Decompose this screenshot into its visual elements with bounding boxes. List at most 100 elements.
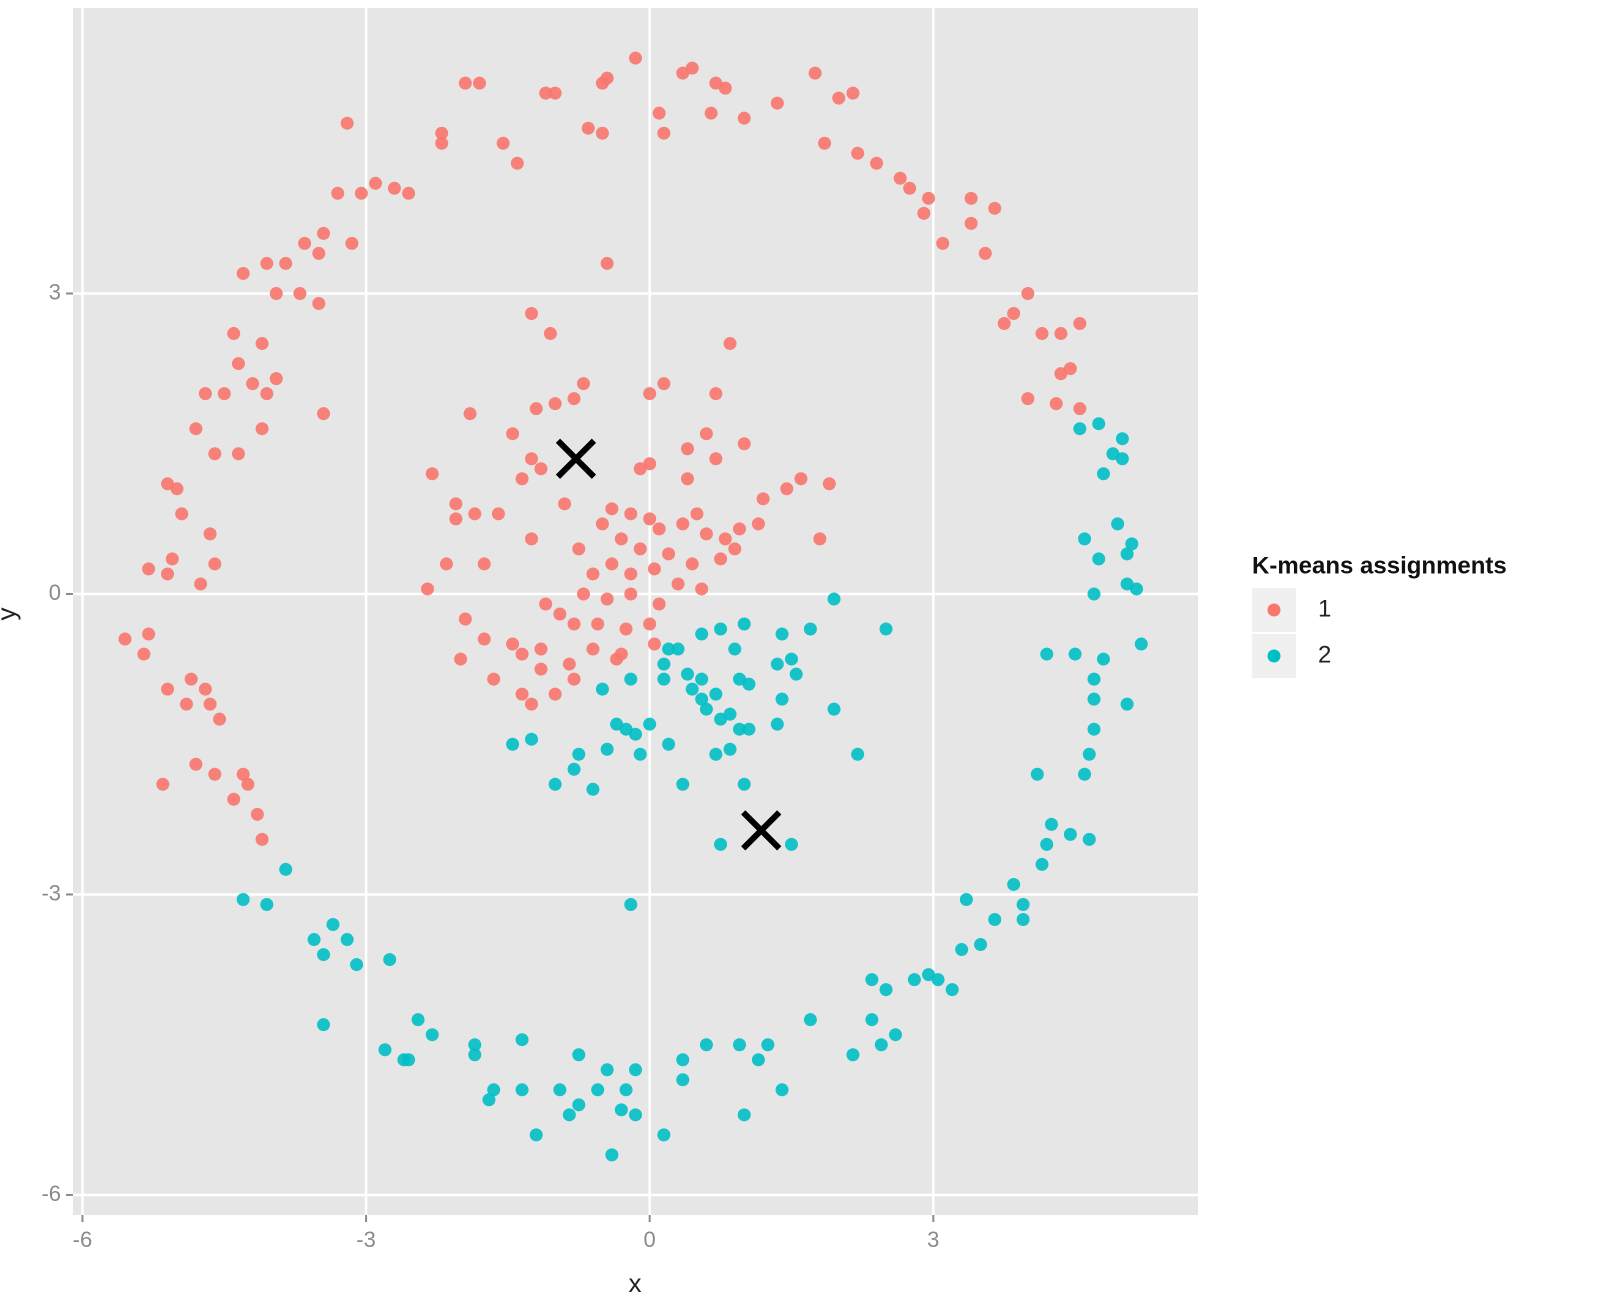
point: [231, 447, 245, 461]
point: [1087, 692, 1101, 706]
points: [118, 51, 1148, 1162]
point: [851, 146, 865, 160]
point: [473, 76, 487, 90]
point: [680, 442, 694, 456]
point: [629, 1108, 642, 1122]
point: [865, 1013, 879, 1027]
point: [737, 111, 751, 125]
point: [562, 657, 576, 671]
point: [742, 722, 756, 736]
point: [964, 191, 978, 205]
point: [1087, 587, 1101, 601]
point: [1096, 652, 1110, 666]
point: [614, 532, 628, 546]
point: [676, 777, 690, 791]
point: [775, 627, 789, 641]
point: [770, 657, 784, 671]
point: [737, 777, 751, 791]
point: [997, 317, 1011, 331]
point: [269, 286, 283, 300]
point: [553, 607, 567, 621]
point: [751, 517, 765, 531]
point: [208, 557, 222, 571]
point: [808, 66, 822, 80]
point: [317, 1018, 331, 1032]
point: [1049, 397, 1063, 411]
point: [506, 637, 520, 651]
point: [690, 507, 704, 521]
point: [567, 392, 581, 406]
point: [756, 492, 770, 506]
point: [482, 1093, 496, 1107]
point: [553, 1083, 567, 1097]
point: [619, 1083, 633, 1097]
point: [369, 176, 383, 190]
point: [198, 387, 212, 401]
y-axis-title: y: [0, 608, 21, 621]
point: [1078, 532, 1092, 546]
point: [572, 1048, 586, 1062]
point: [709, 747, 723, 761]
point: [775, 692, 789, 706]
point: [600, 592, 614, 606]
point: [525, 532, 539, 546]
point: [487, 1083, 501, 1097]
point: [737, 1108, 751, 1122]
point: [1073, 422, 1087, 436]
point: [662, 642, 676, 656]
point: [534, 462, 548, 476]
point: [567, 617, 581, 631]
point: [572, 542, 586, 556]
point: [737, 617, 751, 631]
point: [629, 51, 642, 65]
point: [718, 532, 732, 546]
point: [728, 542, 742, 556]
point: [331, 186, 345, 200]
axes: -6 -3 0 3 -6 -3 0 3: [41, 279, 939, 1252]
x-tick-label: 3: [927, 1227, 939, 1252]
point: [255, 422, 269, 436]
point: [865, 973, 879, 987]
point: [643, 717, 657, 731]
point: [818, 136, 832, 150]
point: [652, 522, 666, 536]
point: [161, 567, 175, 581]
point: [723, 337, 737, 351]
point: [1073, 317, 1087, 331]
point: [548, 397, 562, 411]
point: [189, 422, 203, 436]
point: [699, 702, 713, 716]
point: [558, 497, 572, 511]
point: [435, 126, 449, 140]
centroid-cross: [741, 810, 782, 851]
point: [203, 697, 217, 711]
point: [1073, 402, 1087, 416]
point: [156, 777, 170, 791]
point: [491, 507, 505, 521]
point: [378, 1043, 392, 1057]
point: [676, 1073, 690, 1087]
point: [170, 482, 184, 496]
point: [496, 136, 510, 150]
point: [732, 722, 746, 736]
point: [737, 437, 751, 451]
point: [203, 527, 217, 541]
point: [543, 327, 557, 341]
point: [231, 357, 245, 371]
point: [255, 337, 269, 351]
legend-title: K-means assignments: [1252, 552, 1507, 579]
point: [477, 632, 491, 646]
point: [879, 622, 893, 636]
centroid: [555, 438, 597, 479]
point: [657, 126, 671, 140]
point: [714, 622, 728, 636]
point: [350, 958, 364, 972]
point: [525, 452, 539, 466]
point: [827, 592, 841, 606]
point: [529, 402, 543, 416]
point: [137, 647, 151, 661]
point: [695, 627, 709, 641]
point: [255, 832, 269, 846]
point: [421, 582, 435, 596]
